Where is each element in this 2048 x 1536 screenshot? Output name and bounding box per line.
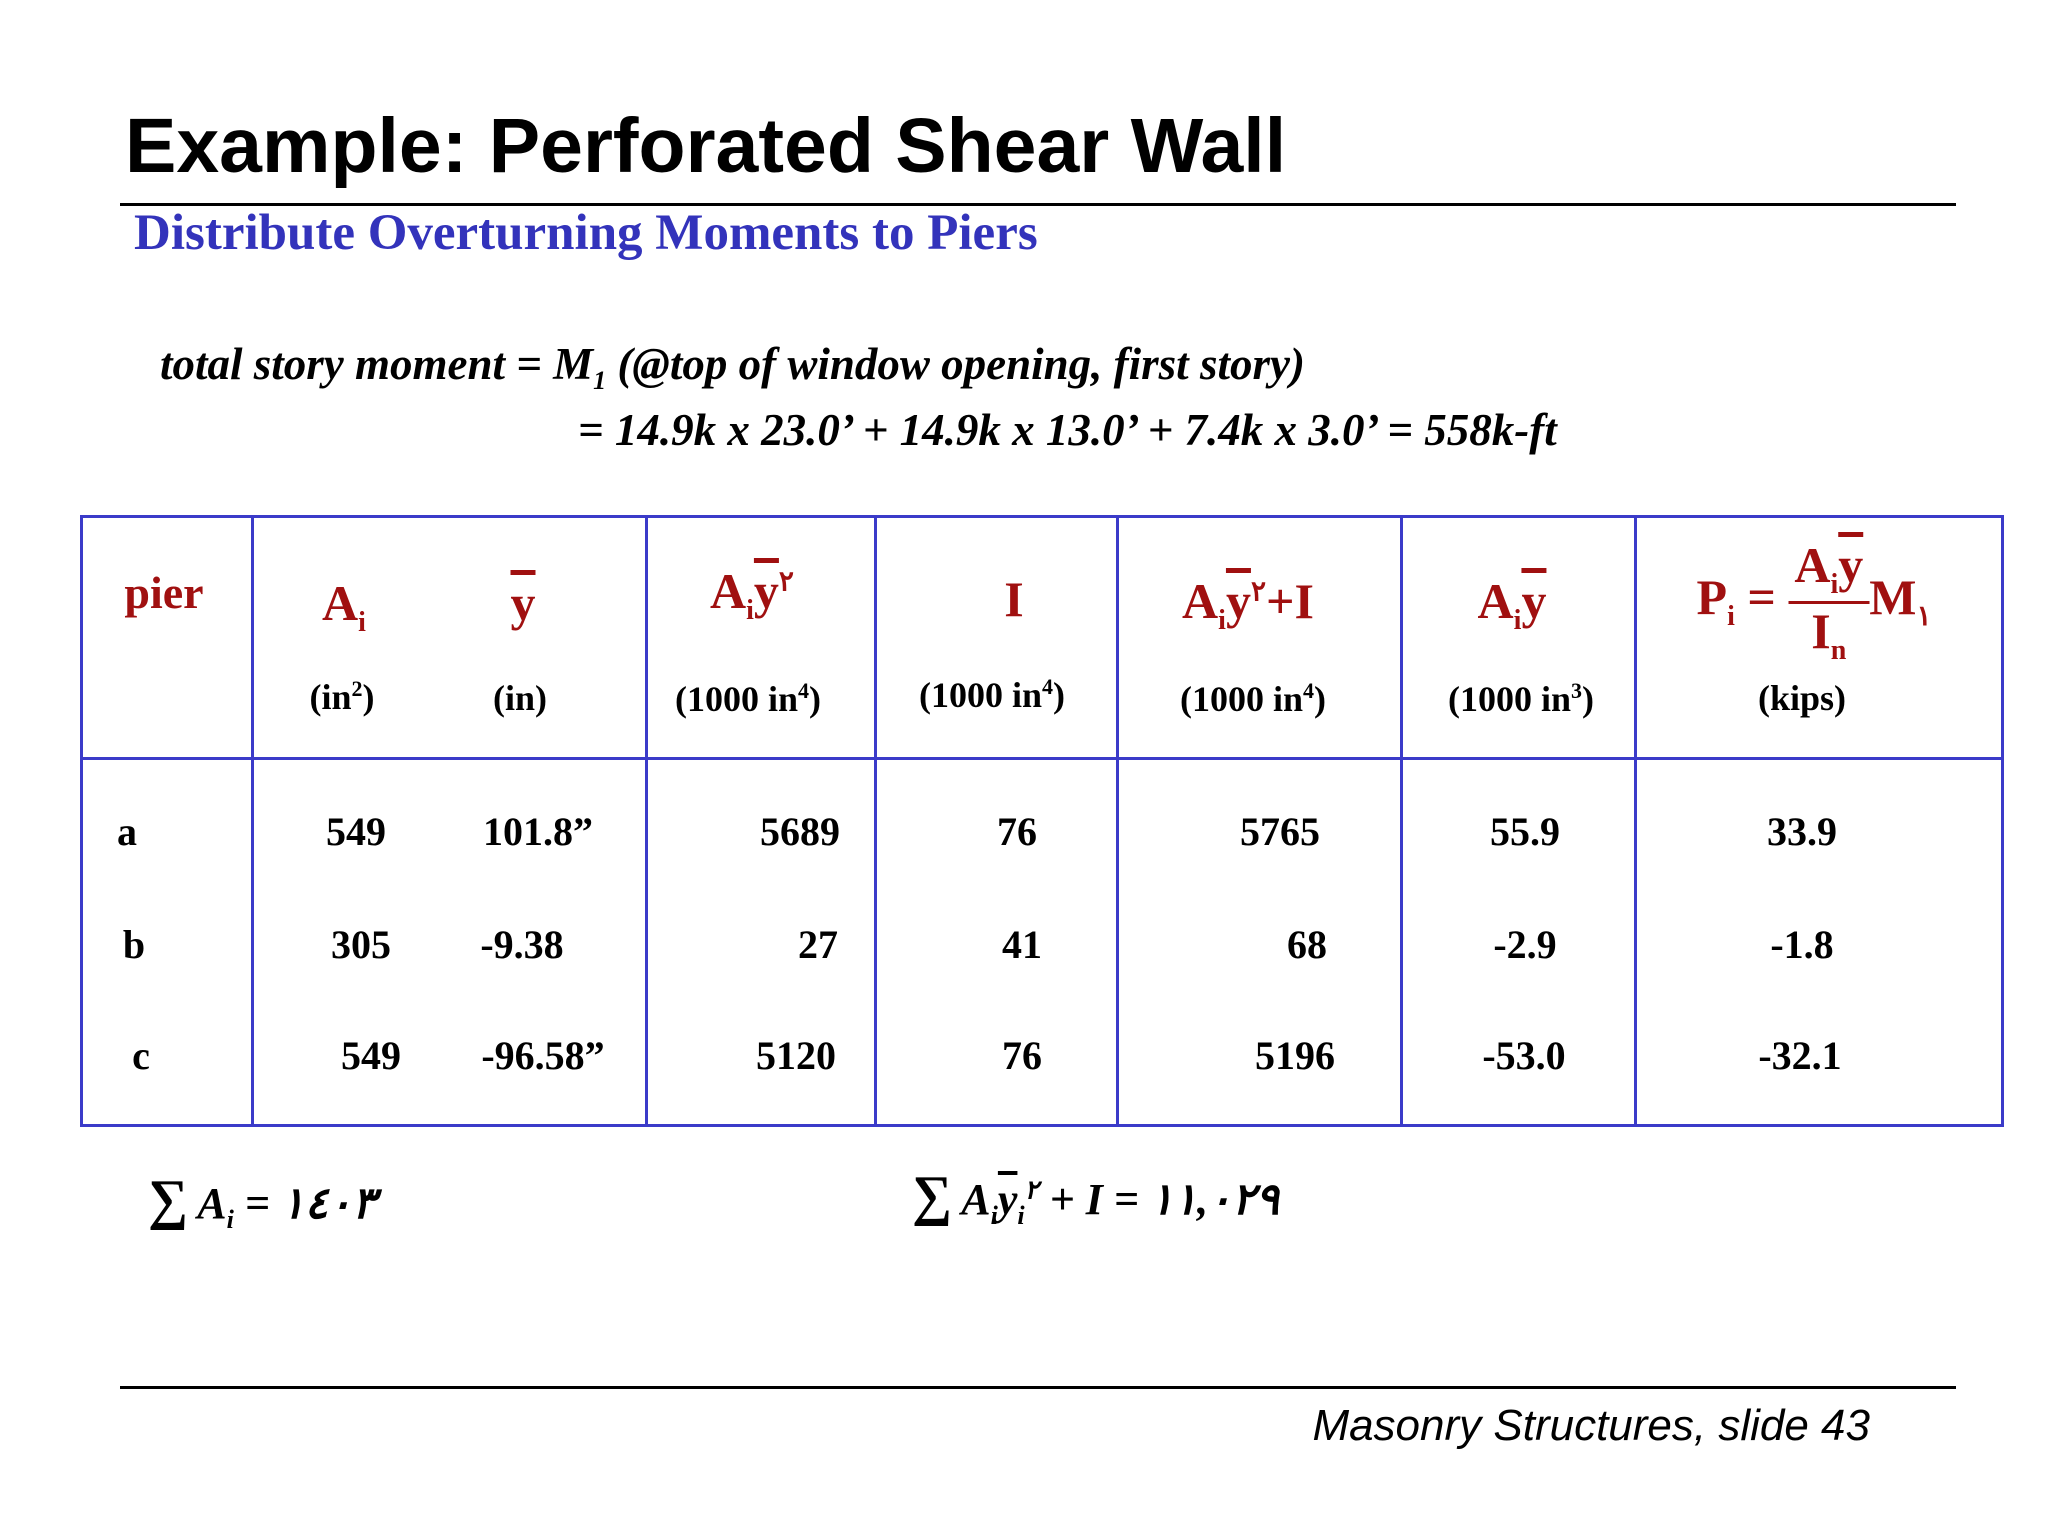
title-underline [120, 203, 1956, 206]
slide-footer: Masonry Structures, slide 43 [1312, 1401, 1870, 1450]
header-aiy: Aiy [1477, 573, 1547, 636]
table-col-border [1116, 515, 1119, 1127]
cell-pier: a [117, 809, 137, 854]
unit-aiy: (1000 in3) [1447, 678, 1595, 719]
table-header-divider [80, 757, 2003, 760]
sigma-symbol: ∑ [912, 1165, 952, 1227]
cell-ai: 549 [341, 1033, 401, 1078]
cell-aiy: 55.9 [1490, 809, 1560, 854]
sigma-symbol: ∑ [148, 1169, 188, 1231]
header-pier: pier [124, 567, 204, 618]
unit-i: (1000 in4) [918, 674, 1066, 715]
cell-p: 33.9 [1767, 809, 1837, 854]
table-col-border [874, 515, 877, 1127]
header-ybar: y [510, 575, 536, 631]
cell-aiy2i: 5196 [1255, 1033, 1335, 1078]
moment-equation-line1: total story moment = M1 (@top of window … [160, 339, 1305, 395]
cell-aiy: -53.0 [1482, 1033, 1566, 1078]
cell-aiy2: 27 [798, 922, 838, 967]
footer-rule [120, 1386, 1956, 1389]
cell-p: -1.8 [1770, 922, 1834, 967]
table-col-border [1400, 515, 1403, 1127]
unit-aiy2: (1000 in4) [674, 678, 822, 719]
table-col-border [251, 515, 254, 1127]
table-col-border [645, 515, 648, 1127]
cell-i: 41 [1002, 922, 1042, 967]
sum-ai: ∑ Ai = ١٤٠٣ [148, 1169, 376, 1234]
unit-p: (kips) [1757, 678, 1847, 718]
cell-aiy: -2.9 [1493, 922, 1557, 967]
cell-ai: 549 [326, 809, 386, 854]
header-ai: Ai [322, 575, 366, 638]
cell-aiy2: 5689 [760, 809, 840, 854]
moment-equation-line2: = 14.9k x 23.0’ + 14.9k x 13.0’ + 7.4k x… [578, 405, 1557, 455]
formula-fraction: Aiy In [1788, 540, 1870, 665]
cell-i: 76 [1002, 1033, 1042, 1078]
header-aiy2: Aiy٢ [710, 563, 794, 626]
slide-title: Example: Perforated Shear Wall [125, 103, 1287, 189]
cell-aiy2i: 5765 [1240, 809, 1320, 854]
table-top-border [80, 515, 2003, 518]
sum-aiy2-plus-i: ∑ Aiyi٢ + I = ١١,٠٢٩ [912, 1165, 1280, 1230]
table-col-border [80, 515, 83, 1127]
header-i: I [1004, 571, 1024, 627]
cell-y: -9.38 [480, 922, 564, 967]
slide-subtitle: Distribute Overturning Moments to Piers [134, 205, 1038, 261]
cell-aiy2i: 68 [1287, 922, 1327, 967]
cell-p: -32.1 [1758, 1033, 1842, 1078]
table-col-border [1634, 515, 1637, 1127]
cell-i: 76 [997, 809, 1037, 854]
cell-aiy2: 5120 [756, 1033, 836, 1078]
cell-ai: 305 [331, 922, 391, 967]
unit-y: (in) [493, 678, 547, 718]
table-col-border [2001, 515, 2004, 1127]
table-bottom-border [80, 1124, 2003, 1127]
unit-aiy2i: (1000 in4) [1179, 678, 1327, 719]
cell-pier: c [132, 1033, 150, 1078]
unit-ai: (in2) [309, 676, 375, 717]
cell-pier: b [122, 922, 146, 967]
header-aiy2-plus-i: Aiy٢+I [1182, 573, 1314, 636]
header-pier-force-formula: Pi = Aiy In M١ [1696, 537, 1932, 666]
cell-y: 101.8” [483, 809, 593, 854]
cell-y: -96.58” [481, 1033, 605, 1078]
